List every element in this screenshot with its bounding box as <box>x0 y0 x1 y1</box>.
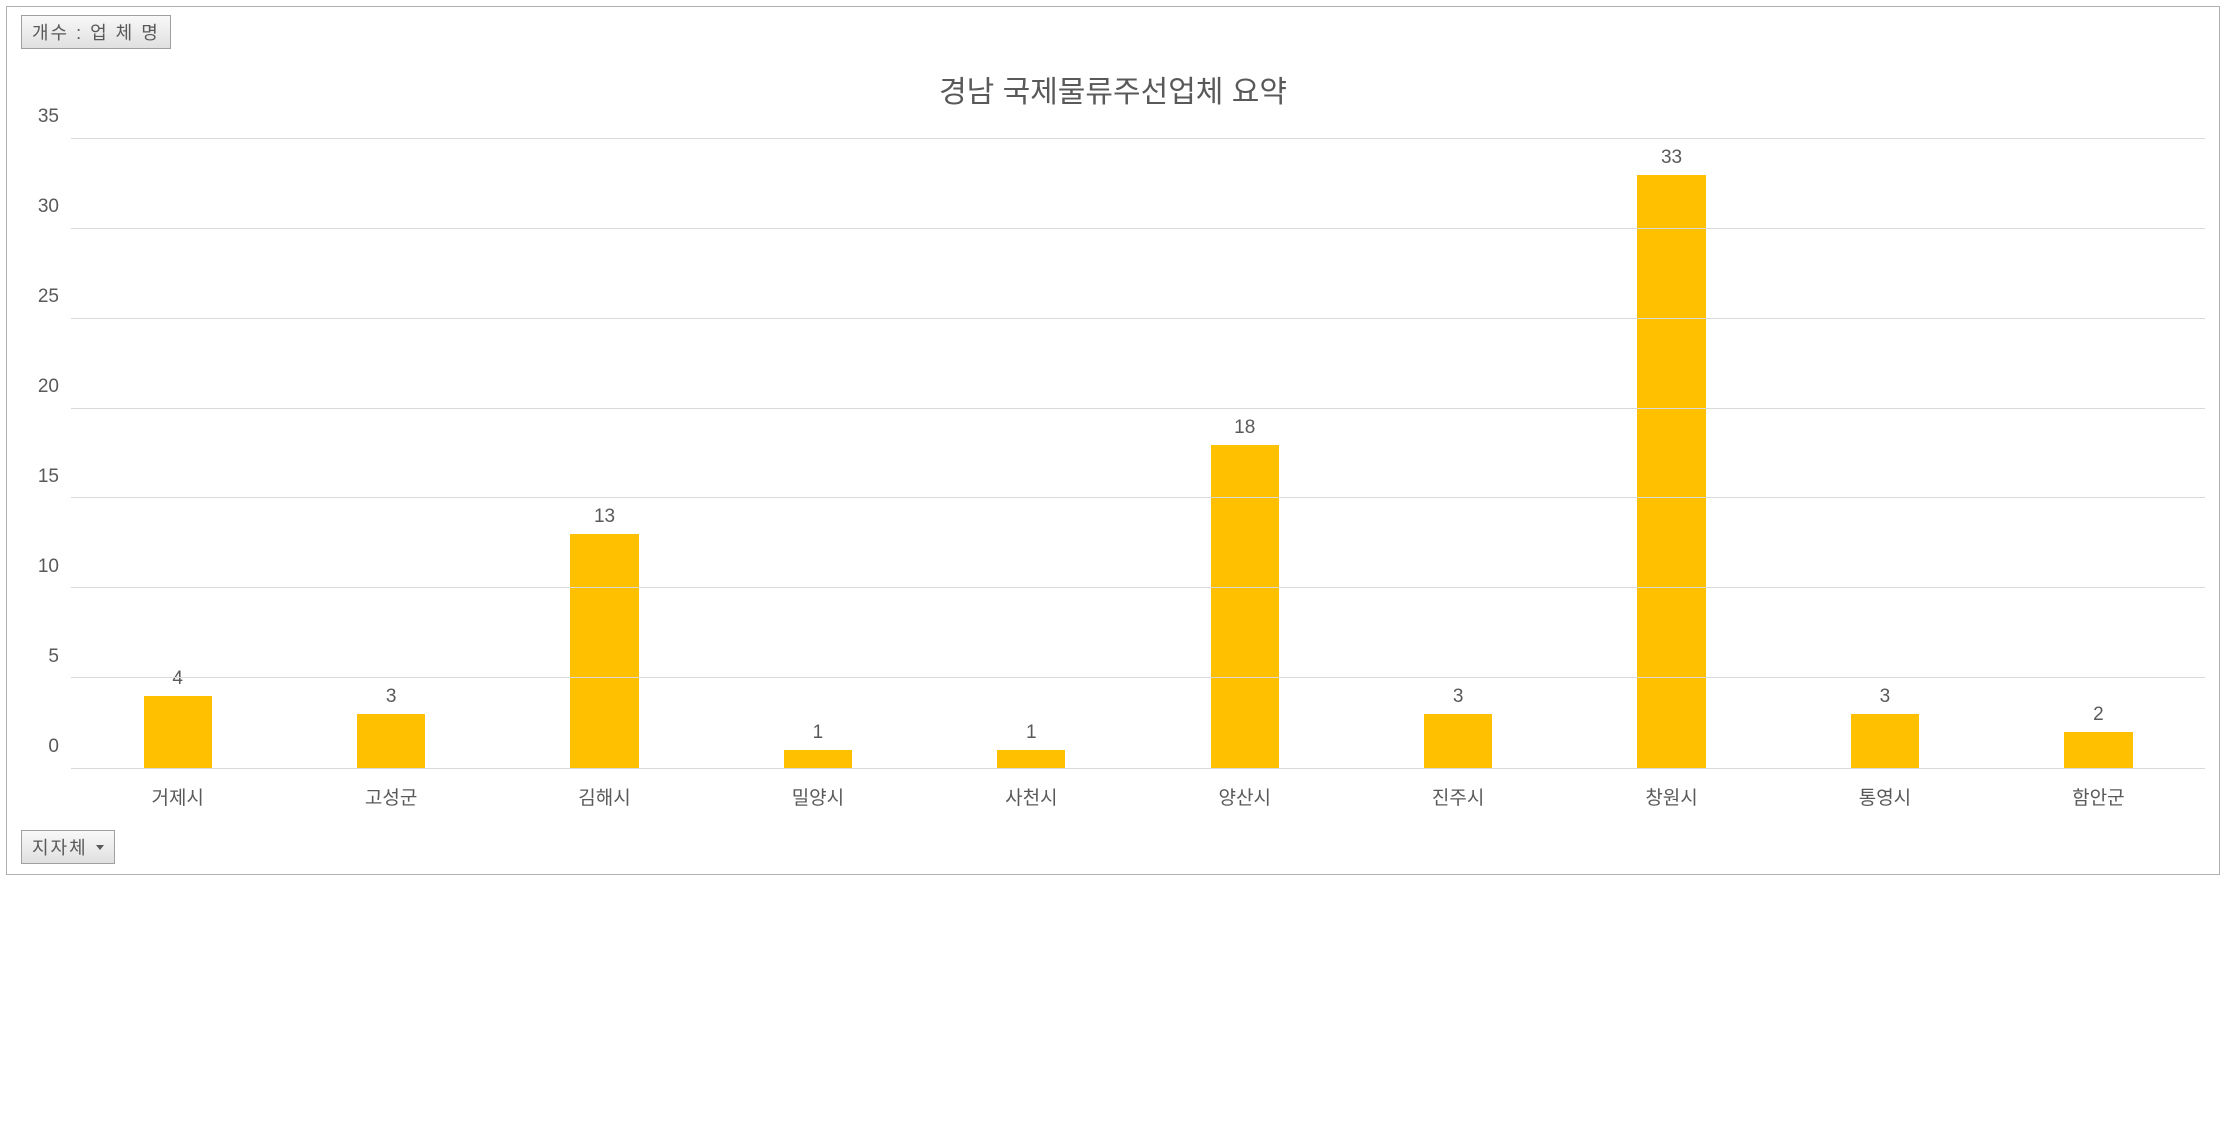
gridline <box>71 677 2205 678</box>
bottom-field-button[interactable]: 지자체 <box>21 830 115 864</box>
x-tick-label: 함안군 <box>1992 783 2205 810</box>
bar[interactable] <box>784 750 852 768</box>
data-label: 18 <box>1234 417 1255 439</box>
x-tick-label: 김해시 <box>498 783 711 810</box>
bar-slot: 4 <box>71 139 284 768</box>
bar[interactable] <box>997 750 1065 768</box>
bar-slot: 18 <box>1138 139 1351 768</box>
gridline <box>71 138 2205 139</box>
x-axis: 거제시고성군김해시밀양시사천시양산시진주시창원시통영시함안군 <box>71 783 2205 810</box>
y-tick-label: 25 <box>38 286 59 308</box>
chevron-down-icon <box>96 845 104 850</box>
bar-slot: 13 <box>498 139 711 768</box>
data-label: 33 <box>1661 147 1682 169</box>
data-label: 3 <box>1453 686 1464 708</box>
bar-slot: 3 <box>1351 139 1564 768</box>
bar[interactable] <box>2064 732 2132 768</box>
bar-slot: 3 <box>284 139 497 768</box>
pivot-chart-container: 개수 : 업 체 명 경남 국제물류주선업체 요약 0 5 10 15 20 25 30 35… <box>6 6 2220 875</box>
data-label: 13 <box>594 506 615 528</box>
x-tick-label: 진주시 <box>1351 783 1564 810</box>
top-field-label: 개수 : 업 체 명 <box>32 19 160 45</box>
gridline <box>71 497 2205 498</box>
x-tick-label: 창원시 <box>1565 783 1778 810</box>
x-tick-label: 사천시 <box>925 783 1138 810</box>
data-label: 2 <box>2093 704 2104 726</box>
bars-region: 4313111833332 <box>71 139 2205 769</box>
bar[interactable] <box>1211 445 1279 768</box>
x-tick-label: 고성군 <box>284 783 497 810</box>
data-label: 1 <box>813 722 824 744</box>
bar-slot: 1 <box>925 139 1138 768</box>
bar-slot: 2 <box>1992 139 2205 768</box>
y-tick-label: 5 <box>48 646 59 668</box>
data-label: 3 <box>386 686 397 708</box>
data-label: 4 <box>172 668 183 690</box>
y-tick-label: 20 <box>38 376 59 398</box>
bar[interactable] <box>1851 714 1919 768</box>
bar[interactable] <box>570 534 638 768</box>
data-label: 1 <box>1026 722 1037 744</box>
bar[interactable] <box>1424 714 1492 768</box>
bar-slot: 3 <box>1778 139 1991 768</box>
y-tick-label: 15 <box>38 466 59 488</box>
bar[interactable] <box>144 696 212 768</box>
chart-title: 경남 국제물류주선업체 요약 <box>21 67 2205 111</box>
top-field-button[interactable]: 개수 : 업 체 명 <box>21 15 171 49</box>
x-tick-label: 통영시 <box>1778 783 1991 810</box>
gridline <box>71 318 2205 319</box>
plot-area: 05101520253035 4313111833332 <box>21 139 2205 769</box>
x-tick-label: 거제시 <box>71 783 284 810</box>
bars-row: 4313111833332 <box>71 139 2205 768</box>
gridline <box>71 408 2205 409</box>
gridline <box>71 228 2205 229</box>
y-axis: 05101520253035 <box>21 139 71 769</box>
bar[interactable] <box>357 714 425 768</box>
x-tick-label: 양산시 <box>1138 783 1351 810</box>
bar[interactable] <box>1637 175 1705 768</box>
y-tick-label: 10 <box>38 556 59 578</box>
y-tick-label: 0 <box>48 736 59 758</box>
x-tick-label: 밀양시 <box>711 783 924 810</box>
y-tick-label: 35 <box>38 106 59 128</box>
data-label: 3 <box>1880 686 1891 708</box>
bar-slot: 1 <box>711 139 924 768</box>
y-tick-label: 30 <box>38 196 59 218</box>
bottom-field-label: 지자체 <box>32 834 88 860</box>
bar-slot: 33 <box>1565 139 1778 768</box>
gridline <box>71 587 2205 588</box>
